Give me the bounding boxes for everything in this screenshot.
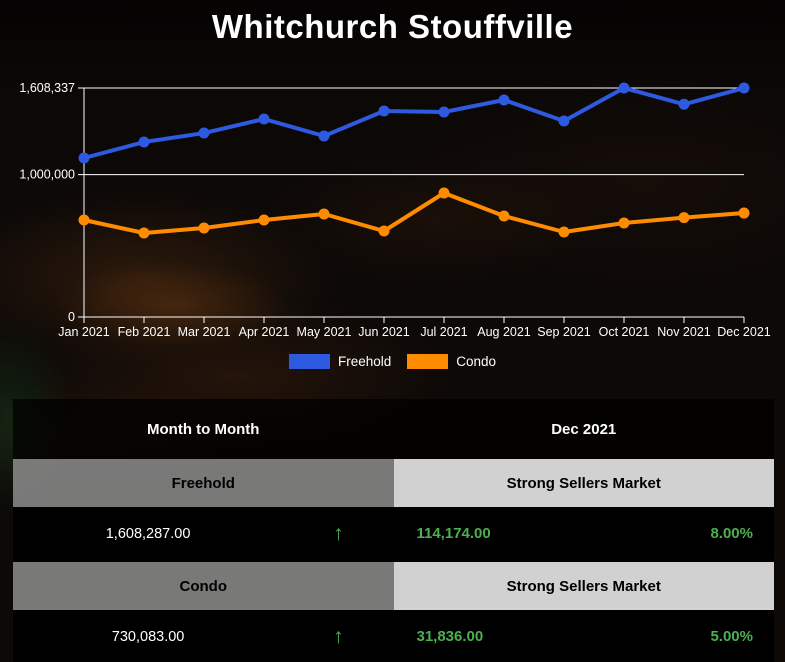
condo-change-value: 31,836.00 [416, 628, 484, 645]
condo-change-percent: 5.00% [710, 628, 753, 645]
x-axis-label: Oct 2021 [599, 325, 650, 339]
legend-item-freehold[interactable]: Freehold [288, 354, 392, 369]
table-row-freehold: Freehold Strong Sellers Market 1,608,287… [13, 459, 774, 559]
freehold-data-point [618, 82, 630, 94]
freehold-data-point [498, 94, 510, 106]
freehold-price-value: 1,608,287.00 [105, 525, 191, 542]
freehold-market-status: Strong Sellers Market [393, 459, 774, 507]
chart-legend: Freehold Condo [0, 354, 785, 369]
condo-data-point [498, 210, 510, 222]
freehold-name-cell: Freehold [13, 459, 394, 507]
x-axis-label: Aug 2021 [477, 325, 531, 339]
freehold-data-point [438, 106, 450, 118]
freehold-data-point [678, 98, 690, 110]
x-axis-label: May 2021 [297, 325, 352, 339]
condo-market-status: Strong Sellers Market [393, 562, 774, 610]
x-axis-label: Mar 2021 [178, 325, 231, 339]
freehold-swatch-icon [288, 354, 330, 369]
condo-data-point [678, 212, 690, 224]
condo-data-point [78, 214, 90, 226]
x-axis-label: Dec 2021 [717, 325, 771, 339]
condo-data-point [438, 187, 450, 199]
legend-item-condo[interactable]: Condo [407, 354, 496, 369]
freehold-data-point [738, 82, 750, 94]
x-axis-label: Nov 2021 [657, 325, 711, 339]
summary-table-header: Month to Month Dec 2021 [13, 399, 774, 459]
page-title: Whitchurch Stouffville [211, 8, 574, 45]
freehold-trend-up-icon: ↑ [333, 522, 344, 545]
table-row-condo: Condo Strong Sellers Market 730,083.00 ↑… [13, 562, 774, 662]
condo-data-point [198, 222, 210, 234]
legend-label-freehold: Freehold [337, 354, 392, 369]
freehold-data-point [558, 115, 570, 127]
market-summary-table: Month to Month Dec 2021 Freehold Strong … [13, 399, 774, 662]
freehold-line-series [82, 86, 746, 161]
x-axis-label: Sep 2021 [537, 325, 591, 339]
price-trend-line-chart: 0 1,000,000 1,608,337 Jan 2021 Feb 2021 Mar 2… [19, 81, 771, 339]
condo-data-point [618, 217, 630, 229]
freehold-data-point [258, 113, 270, 125]
x-axis-label: Jan 2021 [58, 325, 109, 339]
freehold-change-value: 114,174.00 [416, 525, 491, 542]
y-axis-label: 1,000,000 [19, 168, 75, 182]
freehold-change-percent: 8.00% [710, 525, 753, 542]
x-axis-label: Feb 2021 [118, 325, 171, 339]
freehold-data-point [78, 152, 90, 164]
legend-label-condo: Condo [456, 354, 497, 369]
x-axis-label: Jun 2021 [358, 325, 409, 339]
condo-data-point [258, 214, 270, 226]
y-axis-label: 0 [68, 310, 75, 324]
condo-data-point [378, 225, 390, 237]
condo-trend-up-icon: ↑ [333, 625, 344, 648]
x-axis-label: Jul 2021 [420, 325, 467, 339]
condo-swatch-icon [407, 354, 449, 369]
condo-data-point [738, 207, 750, 219]
col-header-month-to-month: Month to Month [147, 420, 260, 438]
freehold-data-point [198, 127, 210, 139]
condo-data-point [558, 226, 570, 238]
y-axis-label: 1,608,337 [19, 81, 75, 95]
condo-price-value: 730,083.00 [111, 628, 185, 645]
col-header-period: Dec 2021 [551, 420, 617, 438]
condo-name-cell: Condo [13, 562, 394, 610]
condo-data-point [318, 208, 330, 220]
freehold-data-point [318, 130, 330, 142]
condo-line-series [82, 190, 746, 236]
freehold-data-point [378, 105, 390, 117]
x-axis-label: Apr 2021 [239, 325, 290, 339]
condo-data-point [138, 227, 150, 239]
freehold-data-point [138, 136, 150, 148]
